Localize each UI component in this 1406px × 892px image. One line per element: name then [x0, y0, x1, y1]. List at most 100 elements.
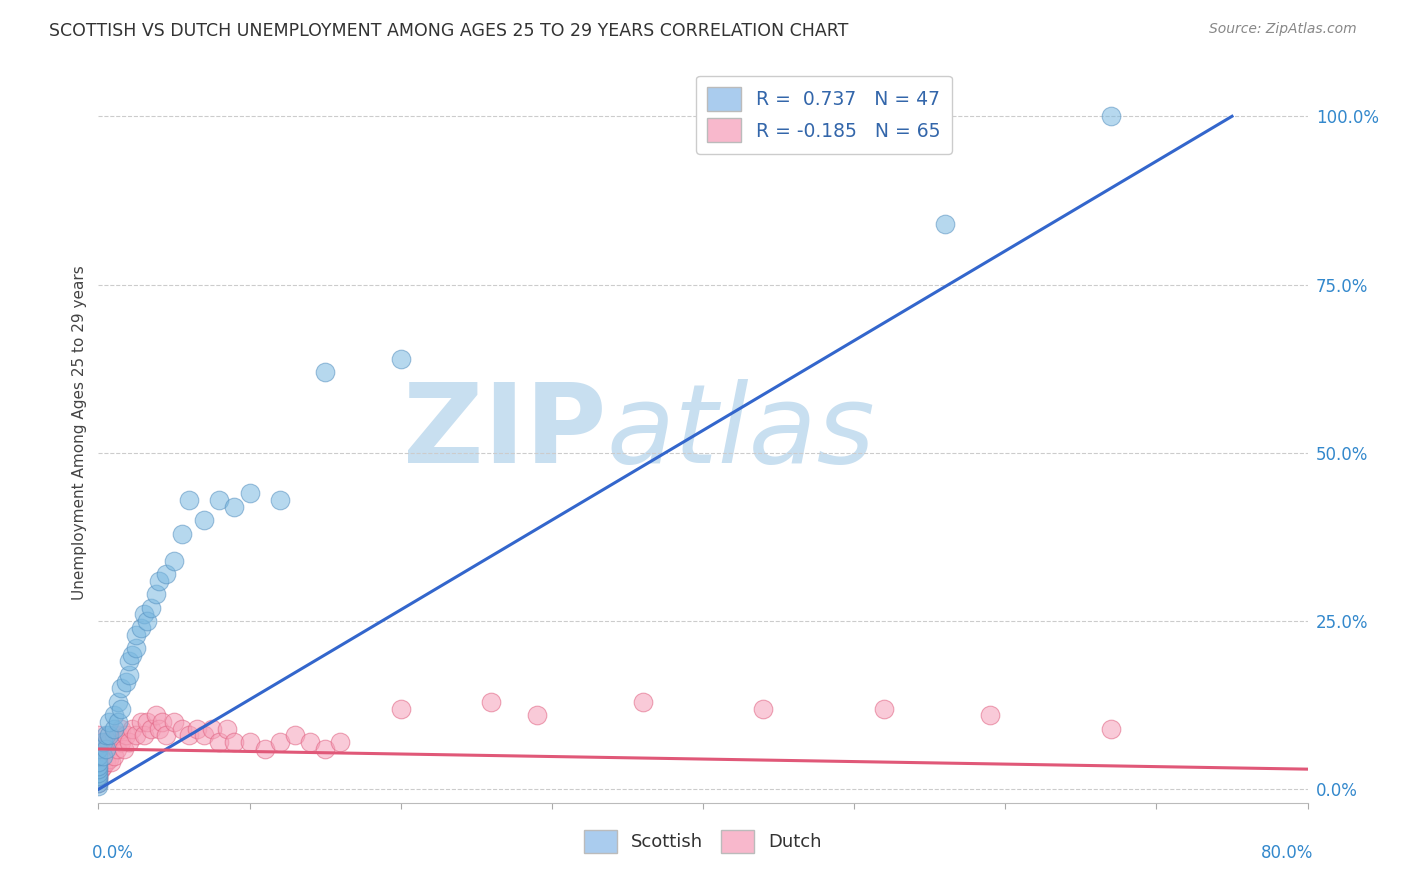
- Y-axis label: Unemployment Among Ages 25 to 29 years: Unemployment Among Ages 25 to 29 years: [72, 265, 87, 600]
- Point: [87, 745, 110, 759]
- Point: [224, 735, 246, 749]
- Point: [87, 772, 110, 787]
- Point: [87, 752, 110, 766]
- Point: [299, 735, 322, 749]
- Point: [110, 722, 132, 736]
- Point: [129, 714, 152, 729]
- Point: [141, 600, 163, 615]
- Point: [87, 762, 110, 776]
- Text: atlas: atlas: [606, 379, 875, 486]
- Point: [87, 762, 110, 776]
- Point: [87, 769, 110, 783]
- Point: [98, 735, 121, 749]
- Point: [934, 217, 956, 231]
- Point: [87, 742, 110, 756]
- Point: [145, 587, 167, 601]
- Point: [132, 729, 155, 743]
- Point: [269, 492, 291, 507]
- Point: [329, 735, 352, 749]
- Point: [91, 758, 114, 772]
- Point: [103, 722, 125, 736]
- Point: [118, 735, 141, 749]
- Point: [132, 607, 155, 622]
- Point: [631, 695, 654, 709]
- Point: [87, 765, 110, 780]
- Point: [110, 681, 132, 696]
- Point: [150, 714, 173, 729]
- Point: [208, 735, 231, 749]
- Point: [193, 729, 215, 743]
- Point: [1099, 722, 1122, 736]
- Point: [121, 648, 143, 662]
- Text: Source: ZipAtlas.com: Source: ZipAtlas.com: [1209, 22, 1357, 37]
- Point: [94, 735, 117, 749]
- Point: [87, 748, 110, 763]
- Point: [118, 668, 141, 682]
- Point: [87, 779, 110, 793]
- Point: [135, 714, 157, 729]
- Point: [90, 742, 112, 756]
- Point: [107, 714, 129, 729]
- Point: [129, 621, 152, 635]
- Point: [90, 762, 112, 776]
- Point: [125, 627, 148, 641]
- Point: [118, 655, 141, 669]
- Point: [179, 729, 201, 743]
- Point: [148, 722, 170, 736]
- Point: [253, 742, 276, 756]
- Point: [91, 735, 114, 749]
- Point: [121, 722, 143, 736]
- Point: [314, 365, 336, 379]
- Point: [110, 735, 132, 749]
- Point: [193, 513, 215, 527]
- Point: [284, 729, 307, 743]
- Point: [163, 553, 186, 567]
- Point: [100, 756, 122, 770]
- Point: [87, 772, 110, 787]
- Point: [125, 640, 148, 655]
- Text: SCOTTISH VS DUTCH UNEMPLOYMENT AMONG AGES 25 TO 29 YEARS CORRELATION CHART: SCOTTISH VS DUTCH UNEMPLOYMENT AMONG AGE…: [49, 22, 849, 40]
- Point: [98, 729, 121, 743]
- Point: [208, 492, 231, 507]
- Point: [87, 775, 110, 789]
- Point: [87, 729, 110, 743]
- Point: [170, 526, 193, 541]
- Text: 0.0%: 0.0%: [93, 844, 134, 862]
- Point: [110, 701, 132, 715]
- Point: [125, 729, 148, 743]
- Point: [105, 742, 128, 756]
- Point: [98, 714, 121, 729]
- Point: [112, 742, 135, 756]
- Point: [135, 614, 157, 628]
- Point: [239, 735, 262, 749]
- Point: [145, 708, 167, 723]
- Point: [979, 708, 1001, 723]
- Point: [389, 351, 412, 366]
- Point: [224, 500, 246, 514]
- Point: [389, 701, 412, 715]
- Point: [87, 769, 110, 783]
- Legend: Scottish, Dutch: Scottish, Dutch: [576, 822, 830, 861]
- Point: [481, 695, 503, 709]
- Point: [91, 748, 114, 763]
- Point: [87, 765, 110, 780]
- Point: [148, 574, 170, 588]
- Point: [155, 566, 177, 581]
- Point: [87, 735, 110, 749]
- Point: [141, 722, 163, 736]
- Point: [239, 486, 262, 500]
- Point: [201, 722, 224, 736]
- Point: [87, 758, 110, 772]
- Point: [314, 742, 336, 756]
- Point: [103, 729, 125, 743]
- Point: [752, 701, 775, 715]
- Point: [163, 714, 186, 729]
- Point: [103, 708, 125, 723]
- Point: [1099, 109, 1122, 123]
- Point: [873, 701, 896, 715]
- Point: [103, 748, 125, 763]
- Point: [170, 722, 193, 736]
- Point: [186, 722, 208, 736]
- Text: 80.0%: 80.0%: [1261, 844, 1313, 862]
- Text: ZIP: ZIP: [404, 379, 606, 486]
